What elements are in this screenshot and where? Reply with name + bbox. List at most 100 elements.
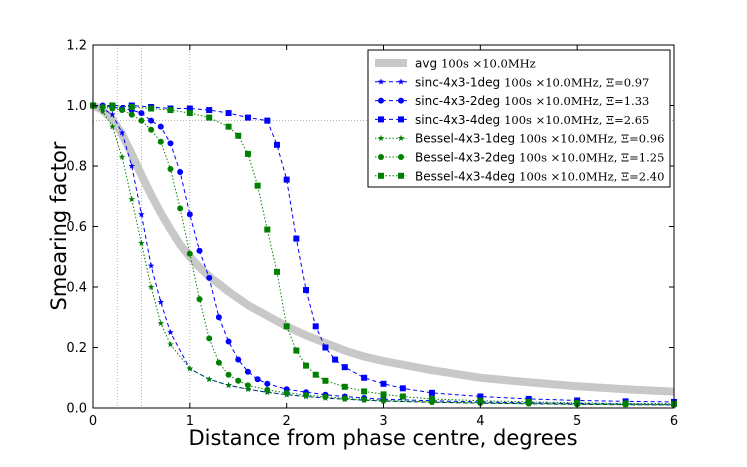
x-tick-label: 0 — [89, 414, 97, 429]
data-point-sinc-4x3-4deg — [225, 110, 232, 117]
x-tick-label: 6 — [670, 414, 678, 429]
data-point-Bessel-4x3-1deg — [225, 381, 232, 389]
data-point-Bessel-4x3-2deg — [244, 382, 251, 389]
data-point-sinc-4x3-4deg — [332, 356, 339, 363]
data-point-Bessel-4x3-4deg — [622, 400, 629, 407]
legend-entries: avg 100s ×10.0MHz sinc-4x3-1deg 100s ×10.0M… — [375, 57, 664, 183]
data-point-Bessel-4x3-4deg — [167, 107, 174, 114]
data-point-sinc-4x3-4deg — [477, 393, 484, 400]
legend-series-name: avg — [415, 57, 437, 71]
data-point-sinc-4x3-2deg — [186, 211, 193, 218]
data-point-sinc-4x3-4deg — [341, 364, 348, 371]
data-point-Bessel-4x3-4deg — [341, 383, 348, 390]
data-point-Bessel-4x3-2deg — [380, 397, 387, 404]
data-point-Bessel-4x3-2deg — [177, 205, 184, 212]
legend-series-name: Bessel-4x3-4deg — [415, 169, 515, 183]
x-axis-label: Distance from phase centre, degrees — [188, 426, 577, 450]
data-point-Bessel-4x3-1deg — [118, 153, 126, 160]
data-point-Bessel-4x3-4deg — [380, 391, 387, 398]
data-point-Bessel-4x3-1deg — [109, 123, 116, 130]
data-point-Bessel-4x3-2deg — [138, 117, 145, 124]
data-point-Bessel-4x3-4deg — [312, 371, 319, 378]
data-point-Bessel-4x3-4deg — [525, 398, 532, 405]
data-point-Bessel-4x3-1deg — [138, 239, 145, 246]
legend-marker-sinc-4x3-4deg — [378, 116, 384, 123]
legend-label-sinc-4x3-2deg: sinc-4x3-2deg 100s ×10.0MHz, Ξ=1.33 — [415, 94, 649, 108]
data-point-sinc-4x3-2deg — [254, 376, 261, 383]
data-point-Bessel-4x3-4deg — [303, 362, 310, 369]
y-tick-label: 0.8 — [66, 160, 87, 175]
x-tick-label: 3 — [379, 414, 387, 429]
data-point-sinc-4x3-1deg — [147, 262, 155, 269]
data-point-Bessel-4x3-1deg — [167, 341, 174, 348]
legend-marker-sinc-4x3-1deg — [377, 78, 385, 85]
data-point-sinc-4x3-2deg — [235, 356, 242, 363]
legend-series-detail: 100s ×10.0MHz, Ξ=0.96 — [519, 132, 664, 146]
data-point-sinc-4x3-4deg — [273, 141, 280, 148]
data-point-sinc-4x3-4deg — [283, 176, 290, 183]
data-point-sinc-4x3-1deg — [157, 298, 165, 305]
legend-marker-sinc-4x3-2deg — [398, 97, 404, 104]
data-point-sinc-4x3-4deg — [293, 235, 300, 242]
legend-label-Bessel-4x3-4deg: Bessel-4x3-4deg 100s ×10.0MHz, Ξ=2.40 — [415, 169, 664, 183]
data-point-Bessel-4x3-2deg — [215, 359, 222, 366]
data-point-Bessel-4x3-4deg — [283, 323, 290, 330]
data-point-sinc-4x3-4deg — [399, 385, 406, 392]
series-line-avg — [91, 101, 675, 396]
y-tick-label: 0.6 — [66, 220, 87, 235]
data-point-sinc-4x3-2deg — [148, 117, 155, 124]
legend-series-detail: 100s ×10.0MHz, Ξ=0.97 — [504, 75, 649, 89]
data-point-sinc-4x3-4deg — [264, 117, 271, 124]
data-point-Bessel-4x3-1deg — [99, 108, 106, 115]
x-tick-label: 2 — [283, 414, 291, 429]
legend-label-sinc-4x3-4deg: sinc-4x3-4deg 100s ×10.0MHz, Ξ=2.65 — [415, 113, 649, 127]
legend-series-detail: 100s ×10.0MHz, Ξ=2.40 — [519, 169, 664, 183]
data-point-Bessel-4x3-4deg — [206, 114, 213, 121]
legend-marker-sinc-4x3-2deg — [378, 97, 384, 104]
data-point-Bessel-4x3-2deg — [341, 395, 348, 402]
data-point-Bessel-4x3-1deg — [147, 283, 155, 290]
data-point-sinc-4x3-1deg — [128, 162, 135, 169]
legend-series-name: Bessel-4x3-2deg — [415, 151, 515, 165]
legend-marker-Bessel-4x3-2deg — [398, 154, 404, 160]
legend-marker-sinc-4x3-1deg — [397, 78, 405, 85]
data-point-Bessel-4x3-4deg — [574, 399, 581, 406]
data-point-Bessel-4x3-4deg — [109, 102, 116, 109]
data-point-sinc-4x3-4deg — [525, 395, 532, 402]
series-line-Bessel-4x3-1deg — [92, 105, 675, 406]
data-point-Bessel-4x3-2deg — [283, 389, 290, 396]
data-point-Bessel-4x3-2deg — [322, 393, 329, 400]
data-point-sinc-4x3-1deg — [109, 111, 116, 118]
y-tick-label: 0.0 — [66, 402, 87, 417]
data-point-sinc-4x3-4deg — [380, 380, 387, 387]
data-point-sinc-4x3-2deg — [177, 169, 184, 176]
data-point-sinc-4x3-2deg — [264, 380, 271, 387]
data-point-Bessel-4x3-2deg — [206, 335, 213, 342]
data-point-Bessel-4x3-1deg — [186, 365, 194, 372]
data-point-Bessel-4x3-2deg — [186, 250, 193, 257]
data-point-sinc-4x3-2deg — [167, 140, 174, 147]
data-point-sinc-4x3-1deg — [138, 211, 145, 218]
data-point-Bessel-4x3-1deg — [244, 385, 252, 392]
data-point-Bessel-4x3-4deg — [361, 388, 368, 395]
data-point-Bessel-4x3-4deg — [264, 226, 271, 233]
legend-label-Bessel-4x3-1deg: Bessel-4x3-1deg 100s ×10.0MHz, Ξ=0.96 — [415, 132, 664, 146]
legend-series-name: sinc-4x3-4deg — [415, 113, 500, 127]
data-point-Bessel-4x3-4deg — [293, 347, 300, 354]
legend-marker-sinc-4x3-4deg — [398, 116, 404, 123]
data-point-Bessel-4x3-1deg — [128, 195, 135, 203]
data-point-Bessel-4x3-4deg — [477, 397, 484, 404]
data-point-Bessel-4x3-2deg — [235, 377, 242, 384]
data-point-Bessel-4x3-4deg — [186, 110, 193, 117]
data-point-Bessel-4x3-2deg — [167, 166, 174, 173]
data-point-Bessel-4x3-2deg — [148, 126, 155, 133]
y-axis-ticks: 0.0 0.2 0.4 0.6 0.8 1.0 1.2 — [66, 39, 674, 417]
data-point-Bessel-4x3-4deg — [254, 182, 261, 189]
data-point-sinc-4x3-1deg — [118, 129, 126, 136]
data-point-Bessel-4x3-4deg — [244, 150, 251, 157]
y-tick-label: 0.4 — [66, 281, 87, 296]
data-point-sinc-4x3-2deg — [215, 314, 222, 321]
data-point-Bessel-4x3-4deg — [399, 393, 406, 400]
